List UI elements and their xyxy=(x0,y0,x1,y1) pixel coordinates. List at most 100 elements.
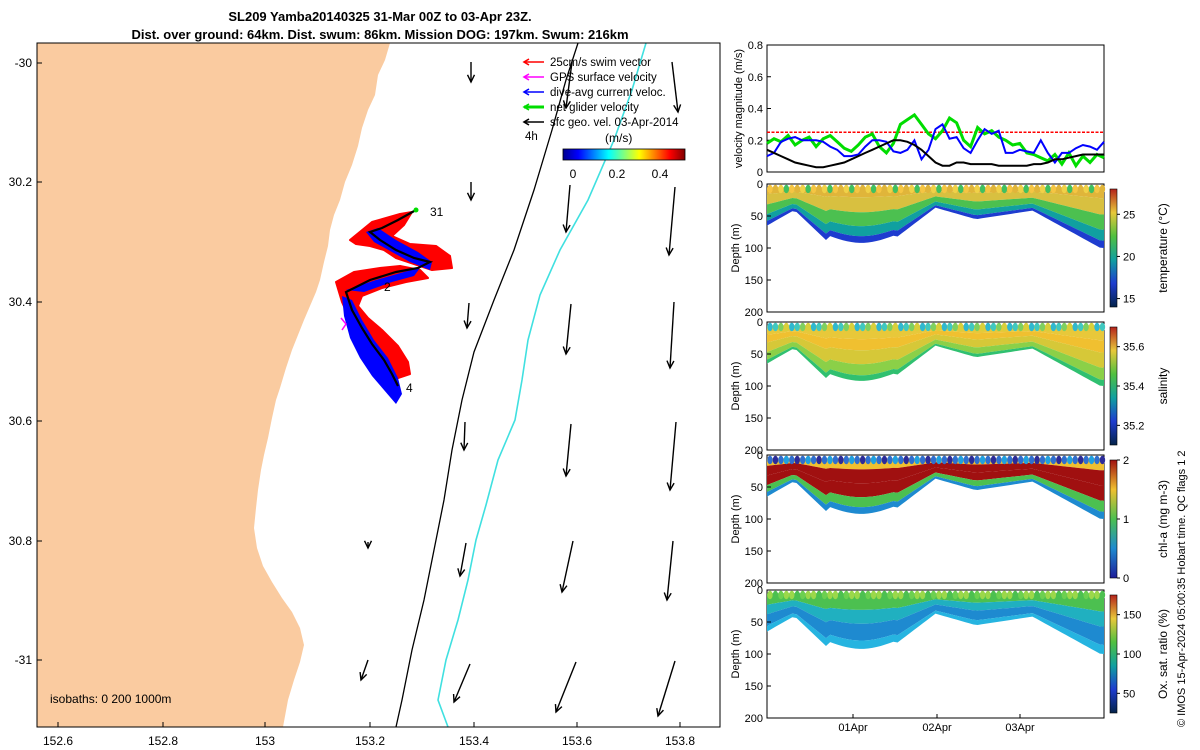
surface-sample-marker xyxy=(892,590,899,600)
heatmap-panel: 0 50 100 150 200 Depth (m) 15 20 25 temperature (… xyxy=(730,179,1170,319)
surface-sample-marker xyxy=(827,184,833,194)
surface-sample-marker xyxy=(887,322,893,332)
surface-sample-marker xyxy=(816,590,822,600)
surface-sample-marker xyxy=(930,184,937,194)
heatmap-band xyxy=(767,476,1104,519)
surface-sample-marker xyxy=(979,184,986,194)
track-day-label: 2 xyxy=(384,280,391,294)
surface-sample-marker xyxy=(843,322,849,332)
geostrophic-arrow xyxy=(663,540,674,602)
arrow-head xyxy=(457,568,466,578)
map-ytick-label: 30.8 xyxy=(9,534,33,548)
surface-sample-marker xyxy=(903,590,909,600)
surface-sample-marker xyxy=(865,184,871,194)
heatmap-band xyxy=(767,339,1104,380)
surface-sample-marker xyxy=(936,322,942,332)
geostrophic-arrow xyxy=(463,302,472,330)
isobath-note: isobaths: 0 200 1000m xyxy=(50,692,171,706)
surface-sample-marker xyxy=(800,322,806,332)
map-ytick-label: 30.2 xyxy=(9,175,33,189)
surface-sample-marker xyxy=(1088,590,1095,600)
surface-sample-marker xyxy=(832,590,839,600)
surface-sample-marker xyxy=(859,590,866,600)
surface-sample-marker xyxy=(925,590,931,600)
surface-sample-marker xyxy=(789,455,795,465)
legend-label: dive-avg current veloc. xyxy=(550,87,666,99)
surface-sample-marker xyxy=(952,590,958,600)
legend-label: net glider velocity xyxy=(550,102,639,114)
legend-swatch-head xyxy=(522,103,530,111)
surface-sample-marker xyxy=(1083,455,1089,465)
surface-sample-marker xyxy=(1045,322,1051,332)
surface-sample-marker xyxy=(909,184,915,194)
arrow-shaft xyxy=(565,423,572,477)
surface-sample-marker xyxy=(930,455,937,465)
surface-sample-marker xyxy=(778,455,784,465)
surface-sample-marker xyxy=(832,455,839,465)
heatmap-ytick-label: 0 xyxy=(757,450,763,462)
surface-sample-marker xyxy=(865,322,871,332)
surface-sample-marker xyxy=(1018,455,1024,465)
surface-sample-marker xyxy=(832,322,839,332)
colorbar-tick-label: 0 xyxy=(570,167,577,181)
surface-sample-marker xyxy=(919,322,926,332)
surface-sample-marker xyxy=(876,184,882,194)
surface-sample-marker xyxy=(898,322,904,332)
surface-sample-marker xyxy=(870,184,877,194)
heatmap-ytick-label: 200 xyxy=(745,713,763,725)
surface-sample-marker xyxy=(974,322,980,332)
surface-sample-marker xyxy=(838,455,844,465)
surface-sample-marker xyxy=(854,322,860,332)
surface-sample-marker xyxy=(805,455,811,465)
surface-sample-marker xyxy=(849,184,855,194)
surface-sample-marker xyxy=(1039,455,1046,465)
colorbar-tick-label: 35.4 xyxy=(1123,381,1144,393)
surface-sample-marker xyxy=(1012,455,1018,465)
surface-sample-marker xyxy=(914,455,920,465)
surface-sample-marker xyxy=(1007,455,1013,465)
surface-sample-marker xyxy=(909,590,915,600)
surface-sample-marker xyxy=(805,322,811,332)
surface-sample-marker xyxy=(941,322,948,332)
arrow-head xyxy=(460,442,469,452)
arrow-shaft xyxy=(565,61,573,109)
surface-sample-marker xyxy=(1099,184,1106,194)
swim-vector-fan xyxy=(349,211,453,271)
arrow-head xyxy=(463,320,472,330)
surface-sample-marker xyxy=(914,590,920,600)
arrow-head xyxy=(559,584,568,594)
map-xtick-label: 153.2 xyxy=(355,734,385,748)
surface-sample-marker xyxy=(778,322,784,332)
arrow-head xyxy=(466,192,476,202)
velocity-ytick-label: 0.2 xyxy=(748,135,763,147)
map-xtick-label: 152.8 xyxy=(148,734,178,748)
surface-sample-marker xyxy=(974,455,980,465)
surface-sample-marker xyxy=(870,322,877,332)
surface-sample-marker xyxy=(925,184,931,194)
surface-sample-marker xyxy=(990,455,997,465)
map-xtick-label: 153 xyxy=(255,734,275,748)
map-ytick-label: 30.6 xyxy=(9,414,33,428)
heatmap-ytick-label: 150 xyxy=(745,413,763,425)
surface-sample-marker xyxy=(887,590,893,600)
surface-sample-marker xyxy=(1001,184,1008,194)
surface-sample-marker xyxy=(859,184,866,194)
surface-sample-marker xyxy=(1050,455,1057,465)
heatmap-colorbar xyxy=(1109,326,1118,446)
surface-sample-marker xyxy=(1050,184,1057,194)
surface-sample-marker xyxy=(854,590,860,600)
surface-sample-marker xyxy=(1039,184,1046,194)
map-xtick-label: 153.6 xyxy=(562,734,592,748)
heatmap-ytick-label: 100 xyxy=(745,649,763,661)
heatmap-band xyxy=(767,190,1104,215)
surface-sample-marker xyxy=(876,455,882,465)
surface-sample-marker xyxy=(936,590,942,600)
surface-sample-marker xyxy=(979,590,986,600)
geostrophic-arrow xyxy=(452,663,471,704)
gps-surface-velocity xyxy=(340,317,347,331)
heatmap-band xyxy=(767,599,1104,627)
surface-sample-marker xyxy=(810,184,817,194)
surface-sample-marker xyxy=(952,322,958,332)
geostrophic-arrow xyxy=(666,421,677,492)
